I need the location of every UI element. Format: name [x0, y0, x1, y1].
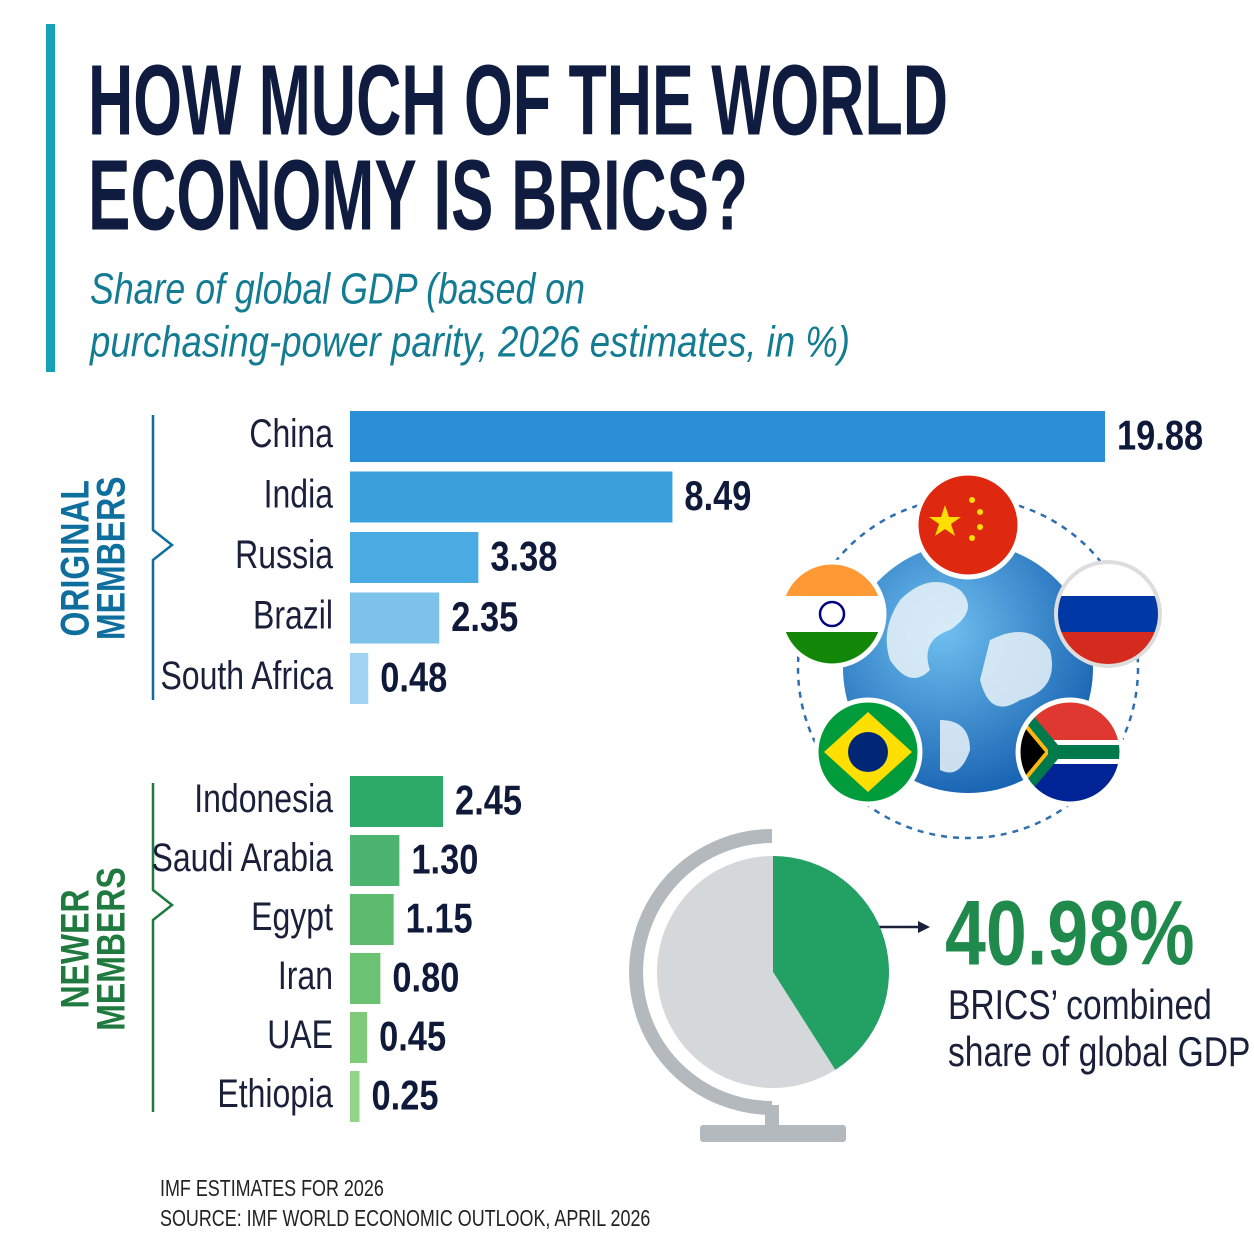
- bar: [350, 411, 1105, 462]
- value-label: 8.49: [684, 473, 751, 520]
- group-bracket: [151, 415, 175, 700]
- category-label: China: [249, 411, 333, 456]
- bar: [350, 471, 673, 523]
- bar: [350, 894, 394, 945]
- accent-bar: [46, 24, 55, 372]
- value-label: 2.45: [455, 777, 522, 824]
- category-label: Brazil: [253, 592, 333, 637]
- pie-caption: BRICS’ combined: [948, 983, 1212, 1029]
- value-label: 0.80: [392, 954, 459, 1001]
- category-label: India: [264, 471, 334, 516]
- group-bracket: [151, 783, 175, 1112]
- flag-globe: [777, 470, 1162, 840]
- bar: [350, 653, 369, 704]
- category-label: South Africa: [160, 653, 333, 698]
- value-label: 3.38: [490, 533, 557, 580]
- category-label: Ethiopia: [217, 1071, 333, 1116]
- subtitle: purchasing-power parity, 2026 estimates,…: [88, 318, 850, 367]
- bar: [350, 776, 444, 827]
- group-label: MEMBERS: [88, 476, 133, 640]
- value-label: 2.35: [451, 594, 518, 641]
- bar: [350, 953, 381, 1004]
- group-label: MEMBERS: [88, 867, 133, 1031]
- bar: [350, 1012, 368, 1063]
- footnote: SOURCE: IMF WORLD ECONOMIC OUTLOOK, APRI…: [160, 1206, 650, 1232]
- bar: [350, 835, 400, 886]
- group-label: ORIGINAL: [52, 480, 97, 636]
- pie-value-label: 40.98%: [945, 881, 1195, 984]
- bar: [350, 532, 479, 583]
- category-label: Russia: [235, 532, 334, 577]
- subtitle: Share of global GDP (based on: [90, 265, 585, 314]
- arrow-head: [918, 921, 930, 933]
- category-label: Saudi Arabia: [152, 835, 334, 880]
- value-label: 1.15: [406, 895, 473, 942]
- value-label: 0.48: [380, 654, 447, 701]
- group-label: NEWER: [52, 889, 97, 1008]
- pie-slice: [773, 856, 890, 1070]
- value-label: 0.25: [371, 1072, 438, 1119]
- bar: [350, 1071, 360, 1122]
- pie-slice: [657, 856, 836, 1088]
- category-label: Iran: [278, 953, 333, 998]
- footnote: IMF ESTIMATES FOR 2026: [160, 1176, 384, 1202]
- category-label: UAE: [267, 1012, 333, 1057]
- pie-caption: share of global GDP: [948, 1030, 1250, 1076]
- category-label: Indonesia: [194, 776, 334, 821]
- globe-stand: [629, 829, 846, 1142]
- title: ECONOMY IS BRICS?: [88, 139, 748, 251]
- title: HOW MUCH OF THE WORLD: [88, 44, 948, 156]
- value-label: 1.30: [411, 836, 478, 883]
- bar: [350, 592, 440, 644]
- value-label: 19.88: [1117, 412, 1203, 459]
- category-label: Egypt: [251, 894, 333, 939]
- value-label: 0.45: [379, 1013, 446, 1060]
